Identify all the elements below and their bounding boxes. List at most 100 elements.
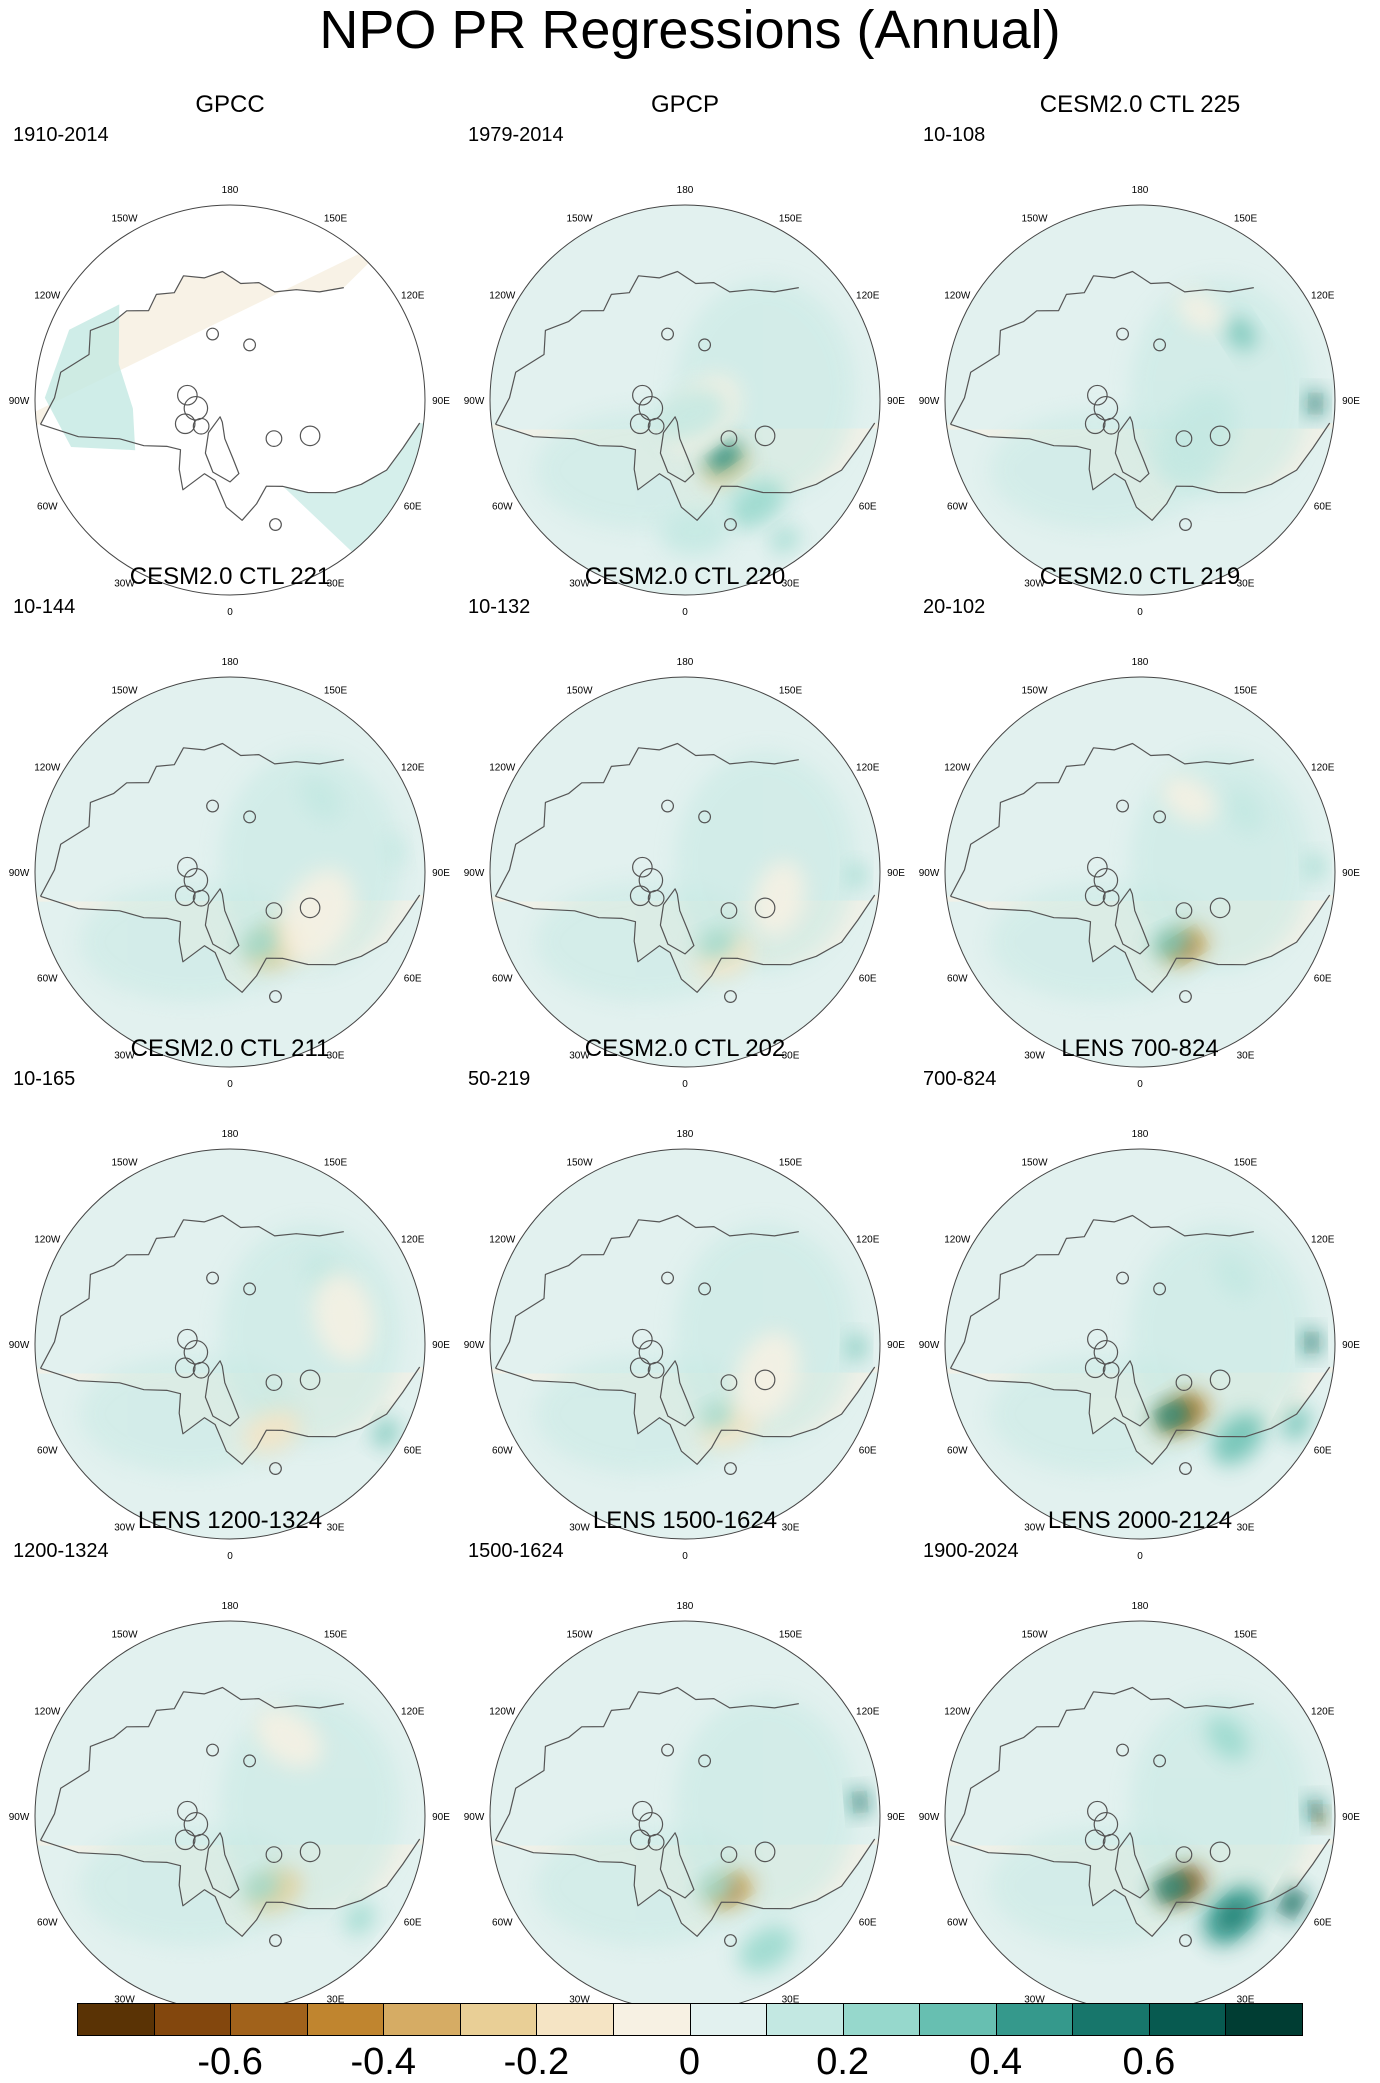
coastline (204, 1832, 240, 1899)
longitude-label: 120E (1311, 763, 1335, 774)
panel-period: 1910-2014 (13, 124, 109, 146)
longitude-label: 90E (1342, 1812, 1360, 1823)
coastline (659, 416, 695, 483)
coastline (265, 902, 283, 920)
coastline (698, 338, 712, 352)
colorbar-box (842, 2003, 921, 2036)
coastline (647, 1833, 665, 1851)
longitude-label: 150E (324, 1629, 348, 1640)
panel-title: LENS 1200-1324 (137, 1507, 323, 1534)
coastline (949, 270, 1254, 425)
longitude-label: 0 (227, 1551, 233, 1562)
panel-period: 20-102 (923, 596, 986, 618)
longitude-label: 150E (1234, 1157, 1258, 1168)
coastline (39, 1686, 344, 1841)
longitude-label: 30W (1024, 1051, 1045, 1062)
longitude-label: 60W (947, 974, 968, 985)
coastline (177, 1800, 198, 1822)
longitude-label: 150W (566, 1629, 593, 1640)
anomaly-core (1307, 1337, 1316, 1348)
coastline (1179, 1462, 1192, 1476)
coastline (1087, 1800, 1108, 1822)
longitude-label: 90E (432, 868, 450, 879)
longitude-label: 150E (779, 685, 803, 696)
anomaly-blob (1307, 854, 1324, 880)
land-field (44, 304, 136, 451)
longitude-label: 60W (492, 1446, 513, 1457)
coastline (1102, 1361, 1120, 1379)
coastline (1084, 413, 1106, 435)
map-outline (944, 1148, 1336, 1540)
coastline (1116, 1743, 1130, 1757)
coastline (177, 384, 198, 406)
longitude-label: 120W (34, 1707, 61, 1718)
longitude-label: 120E (401, 763, 425, 774)
map-outline (489, 1148, 881, 1540)
map-panel: LENS 2000-2124 1900-2024 180 150E 120E 90E 60E… (915, 1506, 1365, 2034)
coastline (1084, 1829, 1106, 1851)
panel-period: 1200-1324 (13, 1540, 109, 1562)
coastline (724, 518, 737, 532)
coastline (1209, 1369, 1231, 1391)
map-outline (34, 1148, 426, 1540)
longitude-label: 30E (782, 1051, 800, 1062)
longitude-label: 60W (37, 502, 58, 513)
longitude-label: 150E (779, 1629, 803, 1640)
coastline (1179, 990, 1192, 1004)
coastline (632, 384, 653, 406)
panel-title: CESM2.0 CTL 221 (129, 563, 331, 590)
panel-period: 1500-1624 (468, 1540, 564, 1562)
coastline (661, 1743, 675, 1757)
field-zone (675, 752, 855, 972)
longitude-label: 120E (1311, 291, 1335, 302)
longitude-label: 30E (327, 579, 345, 590)
anomaly-blob (1152, 928, 1192, 958)
longitude-label: 30E (1237, 1051, 1255, 1062)
anomaly-core (1286, 1896, 1299, 1911)
coastline (1153, 1282, 1167, 1296)
longitude-label: 150W (566, 1157, 593, 1168)
longitude-label: 90W (9, 1340, 30, 1351)
coastlines (39, 270, 421, 532)
coastlines (39, 1686, 421, 1948)
panel-period: 50-219 (468, 1068, 531, 1090)
coastline (647, 417, 665, 435)
coastline (1114, 1360, 1150, 1427)
coastline (1153, 338, 1167, 352)
longitude-label: 150W (111, 685, 138, 696)
longitude-label: 120E (1311, 1707, 1335, 1718)
anomaly-blob (254, 1707, 323, 1769)
coastline (265, 1374, 283, 1392)
coastlines (39, 742, 421, 1004)
map-panel: CESM2.0 CTL 221 10-144 180 150E 120E 90E 60E 30… (5, 562, 455, 1090)
coastline (1102, 1833, 1120, 1851)
longitude-label: 60W (492, 1918, 513, 1929)
map-outline (34, 676, 426, 1068)
longitude-label: 90W (919, 1812, 940, 1823)
longitude-label: 180 (677, 185, 694, 196)
panel-period: 10-144 (13, 596, 76, 618)
coastline (269, 518, 282, 532)
anomaly-blob (660, 508, 732, 556)
coastline (40, 1838, 421, 1937)
coastline (659, 888, 695, 955)
anomaly-blob (654, 387, 728, 442)
anomaly-blob (771, 527, 799, 552)
coastline (698, 1754, 712, 1768)
coastline (1175, 902, 1193, 920)
coastlines (949, 270, 1331, 532)
longitude-label: 60W (492, 974, 513, 985)
longitude-label: 60E (1314, 974, 1332, 985)
coastline (1209, 897, 1231, 919)
longitude-label: 30W (114, 1523, 135, 1534)
longitude-label: 30W (1024, 579, 1045, 590)
coastline (647, 889, 665, 907)
anomaly-blob (1158, 390, 1237, 484)
longitude-label: 30E (782, 1523, 800, 1534)
coastline (40, 422, 421, 521)
